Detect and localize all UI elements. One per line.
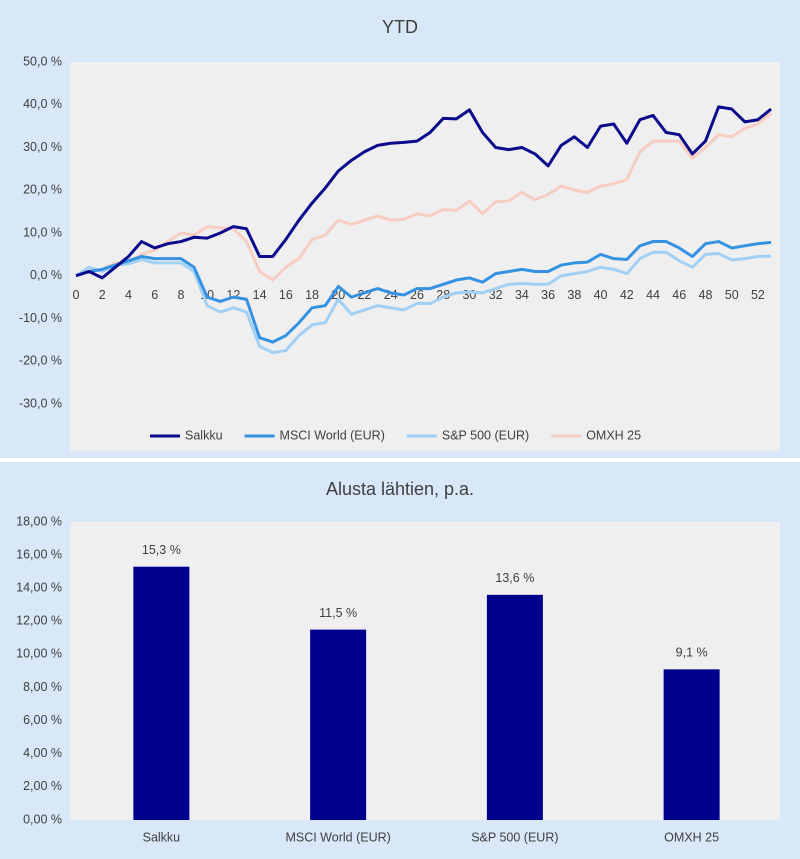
legend-label: Salkku <box>185 428 223 442</box>
y-tick-label: 4,00 % <box>23 746 62 760</box>
chart-title: YTD <box>382 17 418 37</box>
y-tick-label: 10,00 % <box>16 647 62 661</box>
y-tick-label: -30,0 % <box>19 396 62 410</box>
bar <box>486 594 543 820</box>
y-tick-label: 20,0 % <box>23 183 62 197</box>
x-tick-label: 38 <box>567 288 581 302</box>
x-tick-label: MSCI World (EUR) <box>285 830 390 844</box>
x-tick-label: 4 <box>125 288 132 302</box>
x-tick-label: 52 <box>751 288 765 302</box>
chart-title: Alusta lähtien, p.a. <box>326 479 474 499</box>
x-tick-label: 18 <box>305 288 319 302</box>
x-tick-label: 34 <box>515 288 529 302</box>
x-tick-label: 14 <box>253 288 267 302</box>
y-tick-label: 0,0 % <box>30 268 62 282</box>
data-label: 11,5 % <box>319 606 357 620</box>
x-tick-label: 40 <box>594 288 608 302</box>
data-label: 9,1 % <box>676 646 708 660</box>
y-tick-label: 10,0 % <box>23 225 62 239</box>
legend-label: S&P 500 (EUR) <box>442 428 529 442</box>
y-tick-label: 2,00 % <box>23 779 62 793</box>
y-tick-label: 50,0 % <box>23 54 62 68</box>
y-tick-label: 8,00 % <box>23 680 62 694</box>
bar <box>663 669 720 820</box>
x-tick-label: 0 <box>73 288 80 302</box>
legend-label: MSCI World (EUR) <box>280 428 385 442</box>
y-tick-label: -10,0 % <box>19 311 62 325</box>
x-tick-label: 8 <box>177 288 184 302</box>
x-tick-label: 2 <box>99 288 106 302</box>
x-tick-label: 50 <box>725 288 739 302</box>
data-line <box>75 105 773 280</box>
x-tick-label: 32 <box>489 288 503 302</box>
x-tick-label: 42 <box>620 288 634 302</box>
x-tick-label: 30 <box>462 288 476 302</box>
y-tick-label: 18,00 % <box>16 514 62 528</box>
x-tick-label: OMXH 25 <box>664 830 719 844</box>
x-tick-label: 46 <box>672 288 686 302</box>
x-tick-label: Salkku <box>143 830 181 844</box>
legend-label: OMXH 25 <box>586 428 641 442</box>
y-tick-label: -20,0 % <box>19 354 62 368</box>
y-tick-label: 14,00 % <box>16 581 62 595</box>
x-tick-label: 48 <box>699 288 713 302</box>
y-tick-label: 30,0 % <box>23 140 62 154</box>
y-tick-label: 0,00 % <box>23 812 62 826</box>
x-tick-label: 16 <box>279 288 293 302</box>
x-tick-label: 44 <box>646 288 660 302</box>
data-label: 15,3 % <box>142 543 181 557</box>
data-line <box>75 112 773 282</box>
y-tick-label: 6,00 % <box>23 713 62 727</box>
bar <box>310 629 367 820</box>
y-tick-label: 40,0 % <box>23 97 62 111</box>
x-tick-label: 6 <box>151 288 158 302</box>
y-tick-label: 16,00 % <box>16 547 62 561</box>
x-tick-label: S&P 500 (EUR) <box>471 830 558 844</box>
data-line <box>75 240 772 344</box>
data-label: 13,6 % <box>495 571 534 585</box>
y-tick-label: 12,00 % <box>16 614 62 628</box>
x-tick-label: 36 <box>541 288 555 302</box>
bar <box>133 566 190 820</box>
data-line <box>75 250 772 355</box>
